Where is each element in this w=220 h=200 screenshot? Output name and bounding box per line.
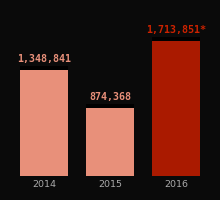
Bar: [86, 104, 134, 108]
Text: 1,348,841: 1,348,841: [17, 54, 71, 64]
Bar: [20, 68, 68, 176]
Bar: [86, 106, 134, 176]
Text: 1,713,851*: 1,713,851*: [146, 25, 206, 35]
Bar: [20, 66, 68, 70]
Bar: [152, 39, 200, 176]
Text: 874,368: 874,368: [89, 92, 131, 102]
Bar: [152, 37, 200, 41]
